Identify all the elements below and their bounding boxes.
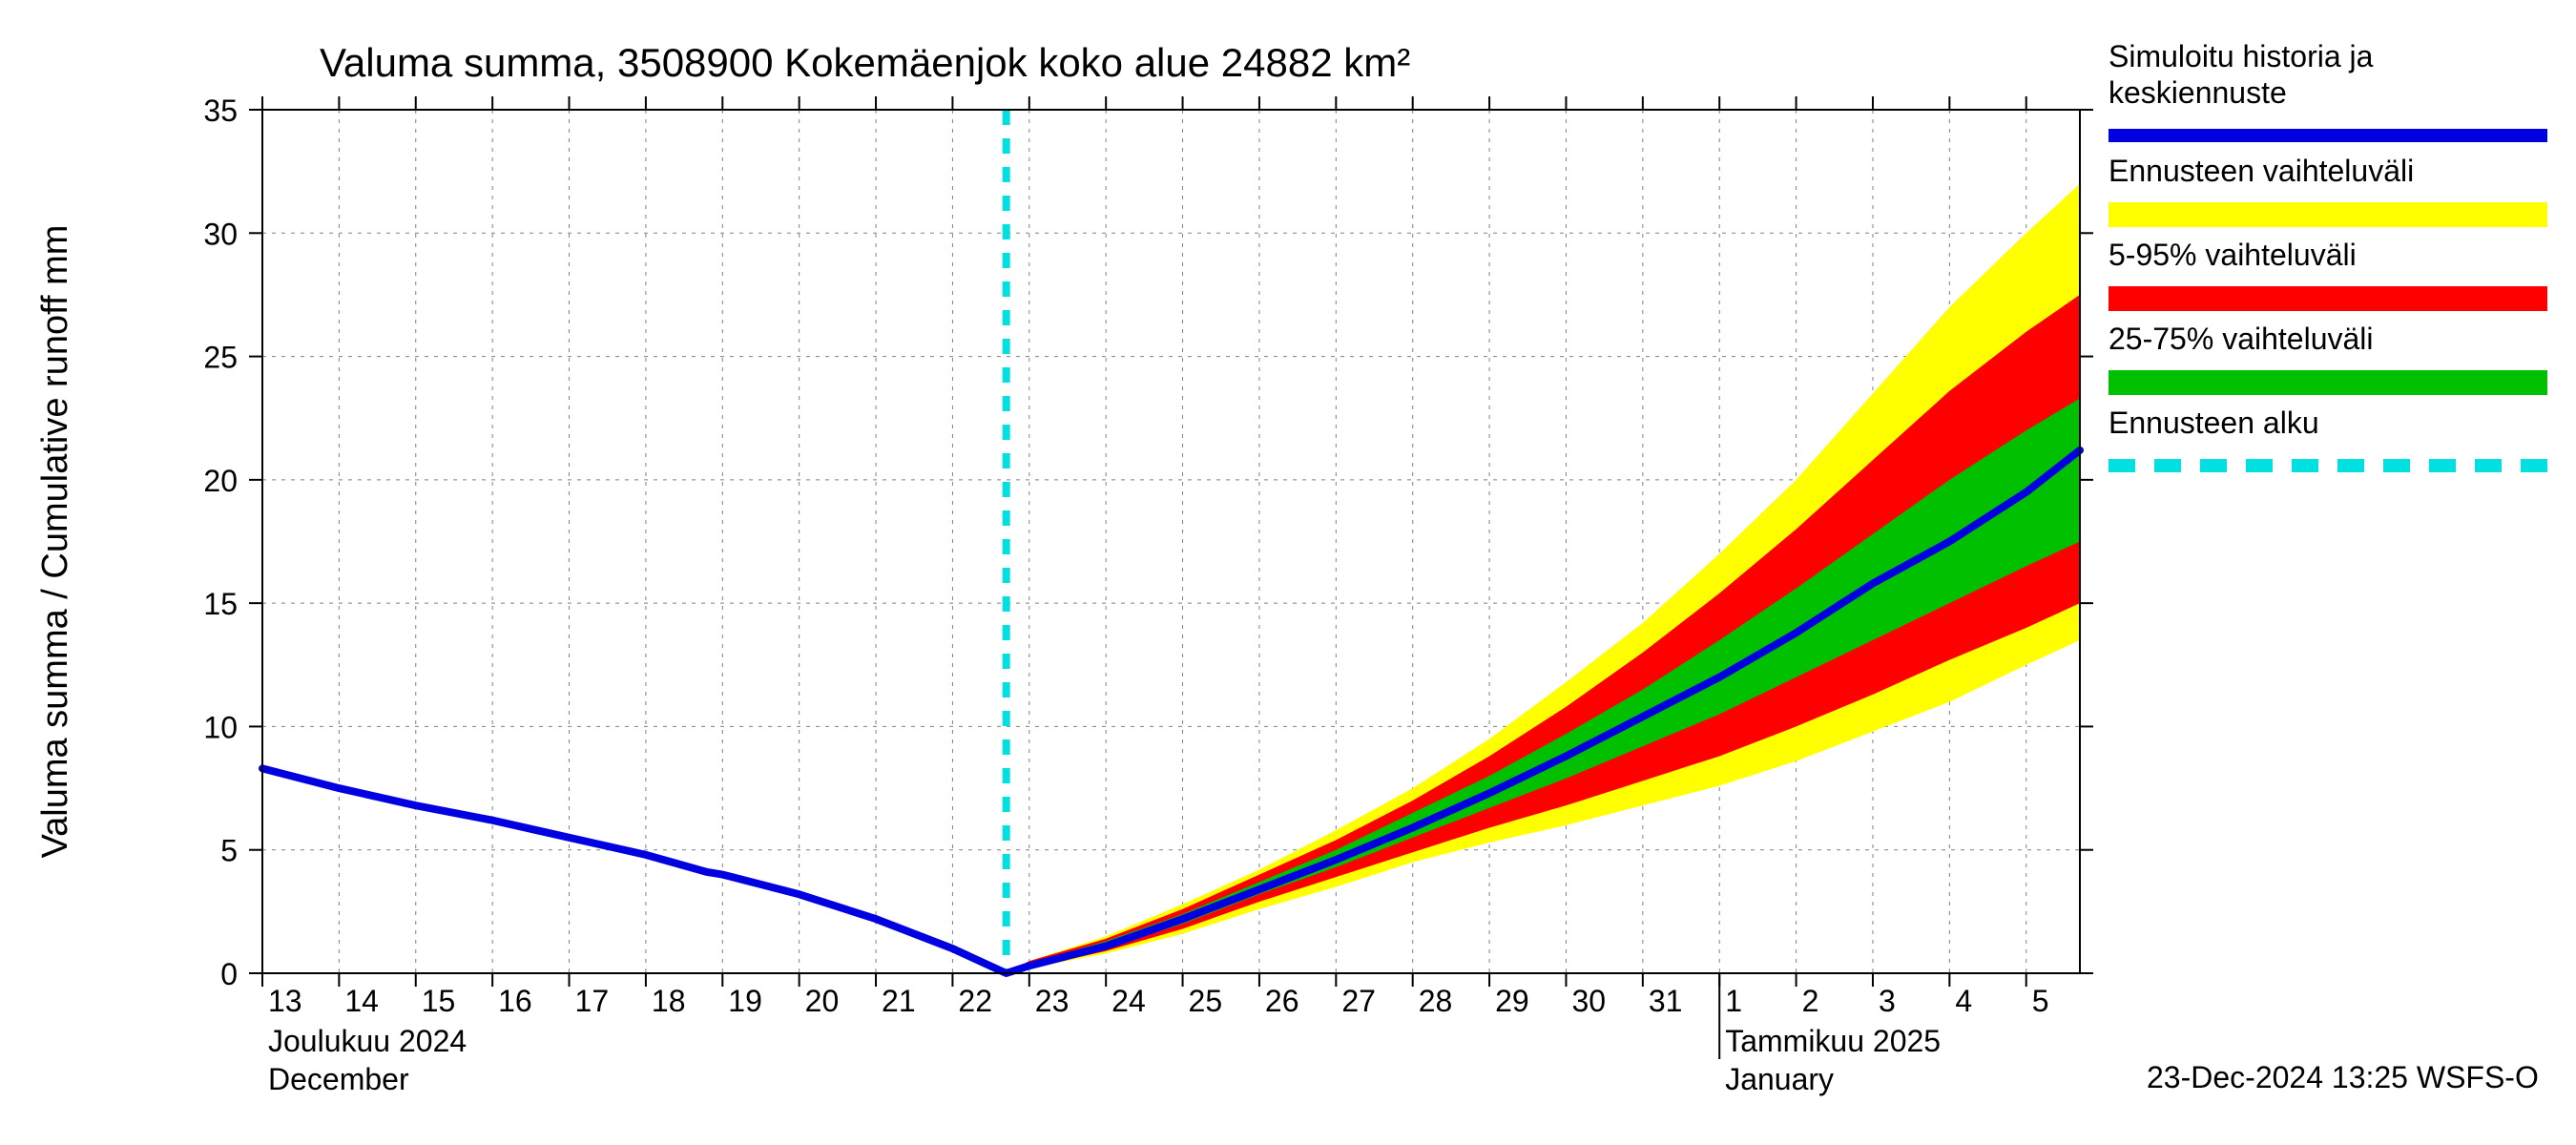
x-tick-label: 2	[1802, 984, 1819, 1018]
chart-container: 0510152025303513141516171819202122232425…	[0, 0, 2576, 1145]
y-tick-label: 15	[203, 587, 238, 621]
x-tick-label: 24	[1111, 984, 1146, 1018]
chart-svg: 0510152025303513141516171819202122232425…	[0, 0, 2576, 1145]
legend-label-start: Ennusteen alku	[2109, 406, 2319, 440]
x-tick-label: 13	[268, 984, 302, 1018]
x-tick-label: 1	[1725, 984, 1742, 1018]
y-tick-label: 5	[220, 834, 238, 868]
x-tick-label: 21	[882, 984, 916, 1018]
legend-swatch-full	[2109, 202, 2547, 227]
legend-label-p5_95: 5-95% vaihteluväli	[2109, 238, 2357, 272]
x-tick-label: 15	[422, 984, 456, 1018]
legend-swatch-p25_75	[2109, 370, 2547, 395]
x-tick-label: 25	[1189, 984, 1223, 1018]
x-tick-label: 16	[498, 984, 532, 1018]
x-tick-label: 22	[958, 984, 992, 1018]
legend-label-sim: Simuloitu historia ja	[2109, 39, 2374, 73]
x-tick-label: 28	[1419, 984, 1453, 1018]
chart-title: Valuma summa, 3508900 Kokemäenjok koko a…	[320, 40, 1410, 85]
x-tick-label: 14	[344, 984, 379, 1018]
month-label-right-2: January	[1725, 1062, 1834, 1096]
legend-label2-sim: keskiennuste	[2109, 75, 2287, 110]
month-label-right-1: Tammikuu 2025	[1725, 1024, 1941, 1058]
y-tick-label: 25	[203, 341, 238, 375]
x-tick-label: 27	[1341, 984, 1376, 1018]
x-tick-label: 17	[575, 984, 610, 1018]
x-tick-label: 19	[728, 984, 762, 1018]
month-label-left-1: Joulukuu 2024	[268, 1024, 467, 1058]
legend-label-p25_75: 25-75% vaihteluväli	[2109, 322, 2374, 356]
y-tick-label: 20	[203, 464, 238, 498]
month-label-left-2: December	[268, 1062, 409, 1096]
x-tick-label: 26	[1265, 984, 1299, 1018]
y-tick-label: 35	[203, 94, 238, 128]
x-tick-label: 18	[652, 984, 686, 1018]
x-tick-label: 29	[1495, 984, 1529, 1018]
x-tick-label: 4	[1955, 984, 1972, 1018]
y-tick-label: 0	[220, 957, 238, 991]
y-tick-label: 10	[203, 710, 238, 744]
x-tick-label: 23	[1035, 984, 1070, 1018]
x-tick-label: 20	[805, 984, 840, 1018]
y-axis-label: Valuma summa / Cumulative runoff mm	[35, 225, 75, 859]
legend-swatch-p5_95	[2109, 286, 2547, 311]
x-tick-label: 5	[2032, 984, 2049, 1018]
x-tick-label: 30	[1571, 984, 1606, 1018]
footer-timestamp: 23-Dec-2024 13:25 WSFS-O	[2147, 1060, 2539, 1094]
x-tick-label: 3	[1879, 984, 1896, 1018]
y-tick-label: 30	[203, 217, 238, 251]
x-tick-label: 31	[1649, 984, 1683, 1018]
legend-label-full: Ennusteen vaihteluväli	[2109, 154, 2414, 188]
